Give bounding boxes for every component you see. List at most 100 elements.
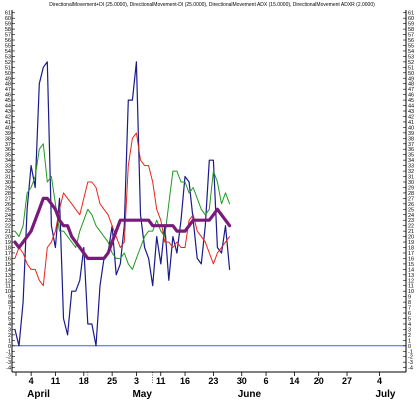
y-tick-label-left: 9 bbox=[8, 295, 11, 301]
y-tick-label-left: 34 bbox=[5, 158, 11, 164]
y-tick-label-left: 28 bbox=[5, 191, 11, 197]
y-tick-label-left: 11 bbox=[5, 284, 11, 290]
y-tick-label-left: 19 bbox=[5, 240, 11, 246]
y-tick-label-right: -1 bbox=[408, 349, 413, 355]
y-tick-label-left: 54 bbox=[5, 49, 11, 55]
y-tick-label-left: 13 bbox=[5, 273, 11, 279]
y-tick-label-left: 16 bbox=[5, 256, 11, 262]
series-line-1 bbox=[14, 143, 231, 270]
y-tick-label-right: 46 bbox=[408, 93, 414, 99]
y-tick-label-right: 28 bbox=[408, 191, 414, 197]
y-tick-label-right: 50 bbox=[408, 71, 414, 77]
x-month-label: June bbox=[238, 389, 262, 400]
y-tick-label-right: 56 bbox=[408, 38, 414, 44]
y-tick-label-left: 10 bbox=[5, 289, 11, 295]
y-tick-label-left: 23 bbox=[5, 218, 11, 224]
y-tick-label-left: 61 bbox=[5, 11, 11, 17]
y-tick-label-right: 33 bbox=[408, 164, 414, 170]
y-tick-label-right: 45 bbox=[408, 98, 414, 104]
x-tick-label: 27 bbox=[342, 376, 352, 386]
y-tick-label-right: -3 bbox=[408, 360, 413, 366]
y-tick-label-right: 36 bbox=[408, 147, 414, 153]
y-axis: -4 -4-3 -3-2 -2-1 -10 01 12 23 34 45 56 67 78 89 910 10… bbox=[5, 11, 414, 384]
y-tick-label-left: 22 bbox=[5, 224, 11, 230]
y-tick-label-right: 15 bbox=[408, 262, 414, 268]
y-tick-label-right: 6 bbox=[408, 311, 411, 317]
y-tick-label-left: 21 bbox=[5, 229, 11, 235]
y-tick-label-left: 15 bbox=[5, 262, 11, 268]
y-tick-label-right: 12 bbox=[408, 278, 414, 284]
y-tick-label-left: 51 bbox=[5, 65, 11, 71]
y-tick-label-left: -1 bbox=[6, 349, 11, 355]
y-tick-label-left: 27 bbox=[5, 196, 11, 202]
y-tick-label-left: 46 bbox=[5, 93, 11, 99]
plot-area bbox=[11, 10, 407, 373]
y-tick-label-left: 7 bbox=[8, 306, 11, 312]
y-tick-label-right: 53 bbox=[408, 54, 414, 60]
y-tick-label-left: 1 bbox=[8, 338, 11, 344]
y-tick-label-right: 48 bbox=[408, 82, 414, 88]
y-tick-label-left: 38 bbox=[5, 136, 11, 142]
y-tick-label-left: 24 bbox=[5, 213, 11, 219]
y-tick-label-right: 16 bbox=[408, 256, 414, 262]
y-tick-label-right: 20 bbox=[408, 235, 414, 241]
y-tick-label-right: 19 bbox=[408, 240, 414, 246]
y-tick-label-right: 25 bbox=[408, 207, 414, 213]
y-tick-label-left: 39 bbox=[5, 131, 11, 137]
y-tick-label-left: 4 bbox=[8, 322, 11, 328]
y-tick-label-right: 7 bbox=[408, 306, 411, 312]
y-tick-label-left: 44 bbox=[5, 104, 11, 110]
y-tick-label-left: 41 bbox=[5, 120, 11, 126]
x-tick-label: 18 bbox=[79, 376, 89, 386]
y-tick-label-right: 11 bbox=[408, 284, 414, 290]
x-tick-label: 25 bbox=[107, 376, 117, 386]
y-tick-label-right: 52 bbox=[408, 60, 414, 66]
y-tick-label-left: 50 bbox=[5, 71, 11, 77]
x-tick-label: 4 bbox=[29, 376, 34, 386]
y-tick-label-right: 49 bbox=[408, 76, 414, 82]
y-tick-label-left: 0 bbox=[8, 344, 11, 350]
y-tick-label-left: 5 bbox=[8, 316, 11, 322]
y-tick-label-left: 37 bbox=[5, 142, 11, 148]
y-tick-label-left: 60 bbox=[5, 16, 11, 22]
x-tick-label: 6 bbox=[264, 376, 269, 386]
y-tick-label-right: 29 bbox=[408, 185, 414, 191]
y-tick-label-right: 1 bbox=[408, 338, 411, 344]
y-tick-label-right: 13 bbox=[408, 273, 414, 279]
y-tick-label-right: 24 bbox=[408, 213, 414, 219]
y-tick-label-right: 58 bbox=[408, 27, 414, 33]
series-line-0 bbox=[14, 61, 231, 347]
y-tick-label-right: 5 bbox=[408, 316, 411, 322]
y-tick-label-right: 39 bbox=[408, 131, 414, 137]
y-tick-label-left: 18 bbox=[5, 246, 11, 252]
y-tick-label-right: 57 bbox=[408, 33, 414, 39]
x-tick-label: 14 bbox=[289, 376, 299, 386]
y-tick-label-right: 35 bbox=[408, 153, 414, 159]
y-tick-label-left: 14 bbox=[5, 267, 11, 273]
y-tick-label-right: 26 bbox=[408, 202, 414, 208]
x-tick-label: 23 bbox=[208, 376, 218, 386]
y-tick-label-right: 38 bbox=[408, 136, 414, 142]
y-tick-label-left: 49 bbox=[5, 76, 11, 82]
y-tick-label-left: 6 bbox=[8, 311, 11, 317]
y-tick-label-left: 2 bbox=[8, 333, 11, 339]
y-tick-label-right: 43 bbox=[408, 109, 414, 115]
y-tick-label-right: 0 bbox=[408, 344, 411, 350]
y-tick-label-right: 30 bbox=[408, 180, 414, 186]
y-tick-label-left: 29 bbox=[5, 185, 11, 191]
y-tick-label-left: 31 bbox=[5, 175, 11, 181]
y-tick-label-right: 10 bbox=[408, 289, 414, 295]
y-tick-label-right: 18 bbox=[408, 246, 414, 252]
y-tick-label-left: 57 bbox=[5, 33, 11, 39]
y-tick-label-left: -3 bbox=[6, 360, 11, 366]
y-tick-label-right: 21 bbox=[408, 229, 414, 235]
y-tick-label-left: 52 bbox=[5, 60, 11, 66]
y-tick-label-right: 41 bbox=[408, 120, 414, 126]
y-tick-label-right: 34 bbox=[408, 158, 414, 164]
x-tick-label: 20 bbox=[314, 376, 324, 386]
y-tick-label-left: 8 bbox=[8, 300, 11, 306]
y-tick-label-right: 2 bbox=[408, 333, 411, 339]
y-tick-label-left: 59 bbox=[5, 22, 11, 28]
y-tick-label-right: -4 bbox=[408, 366, 413, 372]
